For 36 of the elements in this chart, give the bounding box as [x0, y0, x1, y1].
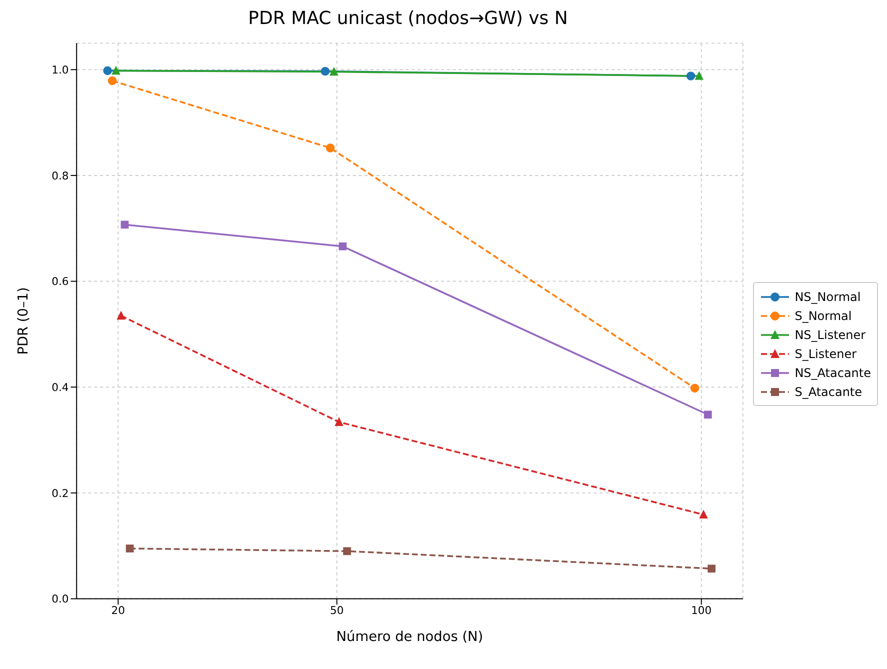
point [708, 564, 716, 573]
point [704, 410, 712, 419]
point [320, 66, 330, 76]
point [699, 510, 708, 519]
point [330, 66, 338, 76]
point [112, 66, 120, 75]
chart-title: PDR MAC unicast (nodos→GW) vs N [247, 8, 569, 29]
point [326, 144, 335, 152]
y-tick-label: 1.0 [52, 63, 69, 76]
y-tick-label: 0.8 [52, 169, 69, 182]
point [343, 547, 351, 556]
point [103, 66, 112, 76]
point [108, 76, 117, 86]
legend-label: S_Normal [794, 308, 852, 322]
x-tick-label: 100 [691, 604, 712, 618]
y-tick-label: 0.0 [52, 592, 69, 606]
y-tick-label: 0.2 [52, 486, 69, 500]
x-axis-title: Número de nodos (N) [336, 628, 484, 645]
legend-label: NS_Normal [794, 290, 861, 304]
point [686, 72, 696, 80]
point [120, 220, 129, 229]
point [126, 544, 134, 552]
legend-label: NS_Listener [794, 328, 866, 342]
point [334, 417, 344, 426]
legend-label: S_Atacante [794, 384, 862, 398]
point [694, 71, 704, 80]
legend-label: S_Listener [794, 346, 857, 360]
point [116, 310, 126, 320]
x-tick-label: 50 [330, 604, 344, 618]
point [690, 384, 700, 393]
y-tick-label: 0.6 [52, 275, 69, 288]
x-tick-label: 20 [111, 604, 126, 618]
point [338, 242, 347, 250]
y-axis-title: PDR (0–1) [16, 287, 32, 355]
y-tick-label: 0.4 [52, 380, 69, 394]
legend-label: NS_Atacante [794, 366, 871, 380]
